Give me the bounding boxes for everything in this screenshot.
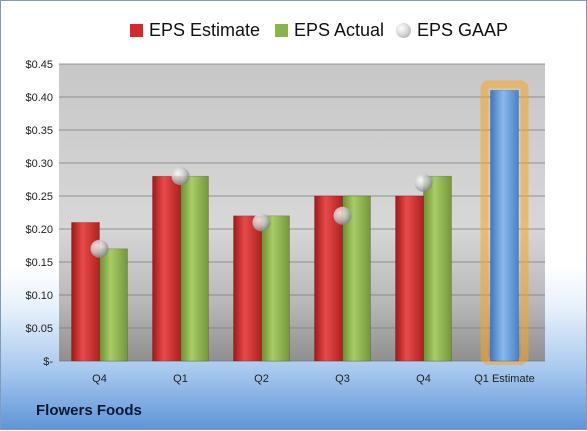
bar-eps-estimate-q4	[395, 195, 424, 362]
y-tick-label: $0.45	[25, 59, 53, 71]
y-tick-label: $0.15	[25, 257, 53, 269]
bar-eps-actual-q4	[99, 248, 128, 362]
point-eps-gaap-q1	[171, 167, 190, 186]
x-tick-label: Q4	[92, 373, 107, 385]
point-eps-gaap-q4	[90, 239, 109, 258]
bar-eps-actual-q2	[261, 215, 290, 362]
plot-area	[59, 64, 545, 361]
legend-label-eps-gaap: EPS GAAP	[417, 19, 509, 40]
legend-item-eps-gaap: EPS GAAP	[396, 15, 508, 45]
legend-item-eps-estimate: EPS Estimate	[130, 15, 260, 45]
company-name: Flowers Foods	[36, 402, 142, 419]
x-tick-label: Q1	[173, 373, 188, 385]
legend-item-eps-actual: EPS Actual	[275, 15, 384, 45]
bar-eps-estimate-q1-estimate	[490, 90, 519, 362]
legend-swatch-eps-actual	[275, 23, 288, 37]
bar-eps-actual-q3	[342, 195, 371, 362]
x-tick-label: Q3	[335, 373, 350, 385]
legend-swatch-eps-estimate	[130, 23, 143, 37]
bar-eps-estimate-q1	[152, 175, 181, 362]
bar-eps-actual-q4	[423, 175, 452, 362]
bar-eps-estimate-q4	[71, 222, 100, 362]
bar-eps-estimate-q2	[233, 215, 262, 362]
y-tick-label: $-	[43, 356, 53, 368]
legend-label-eps-estimate: EPS Estimate	[149, 19, 261, 40]
y-tick-label: $0.10	[25, 290, 53, 302]
point-eps-gaap-q4	[414, 173, 433, 192]
y-tick-label: $0.35	[25, 125, 53, 137]
legend: EPS Estimate EPS Actual EPS GAAP	[1, 15, 587, 45]
x-tick-label: Q2	[254, 373, 269, 385]
point-eps-gaap-q2	[252, 213, 271, 232]
y-tick-label: $0.05	[25, 323, 53, 335]
point-eps-gaap-q3	[333, 206, 352, 225]
x-tick-label: Q4	[416, 373, 431, 385]
y-tick-label: $0.30	[25, 158, 53, 170]
bar-eps-estimate-q3	[314, 195, 343, 362]
y-tick-label: $0.20	[25, 224, 53, 236]
bar-eps-actual-q1	[180, 175, 209, 362]
y-tick-label: $0.25	[25, 191, 53, 203]
legend-marker-eps-gaap	[396, 22, 411, 38]
y-tick-label: $0.40	[25, 92, 53, 104]
x-tick-label: Q1 Estimate	[474, 373, 535, 385]
legend-label-eps-actual: EPS Actual	[294, 19, 385, 40]
